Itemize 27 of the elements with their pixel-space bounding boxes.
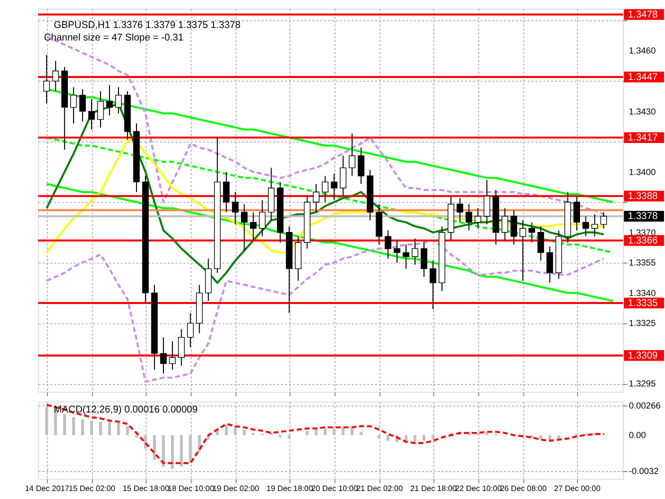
y-tick-label: -0.0032: [628, 466, 659, 476]
ref-line-label: 1.3388: [628, 191, 658, 202]
y-tick-label: 1.3370: [628, 227, 656, 238]
y-tick-label: 1.3400: [628, 166, 656, 177]
x-tick-label: 26 Dec 08:00: [500, 484, 548, 494]
ref-line-label: 1.3335: [628, 298, 658, 309]
x-tick-label: 14 Dec 2017: [24, 484, 70, 494]
y-tick-label: 1.3295: [628, 378, 656, 389]
y-tick-label: 0.00: [628, 430, 646, 440]
x-tick-label: 27 Dec 00:00: [554, 484, 602, 494]
x-tick-label: 19 Dec 02:00: [212, 484, 260, 494]
ref-line-label: 1.3378: [628, 211, 658, 222]
y-tick-label: 1.3325: [628, 318, 656, 328]
ref-line-label: 1.3447: [628, 72, 658, 83]
y-tick-label: 1.3430: [628, 106, 656, 116]
y-tick-label: 1.3355: [628, 258, 656, 268]
y-tick-label: 1.3460: [628, 46, 656, 56]
annotation: GBPUSD,H1 1.3376 1.3379 1.3375 1.3378: [54, 20, 241, 31]
x-tick-label: 21 Dec 02:00: [356, 484, 404, 494]
ref-line-label: 1.3309: [628, 350, 658, 362]
ref-line-label: 1.3417: [628, 132, 658, 144]
y-tick-label: 0.00266: [628, 400, 661, 410]
annotation: Channel size = 47 Slope = -0.31: [44, 32, 184, 44]
ref-line-label: 1.3478: [628, 9, 658, 20]
x-tick-label: 15 Dec 02:00: [68, 484, 116, 494]
ref-line-label: 1.3366: [628, 235, 658, 246]
y-tick-label: 1.3340: [628, 288, 656, 298]
